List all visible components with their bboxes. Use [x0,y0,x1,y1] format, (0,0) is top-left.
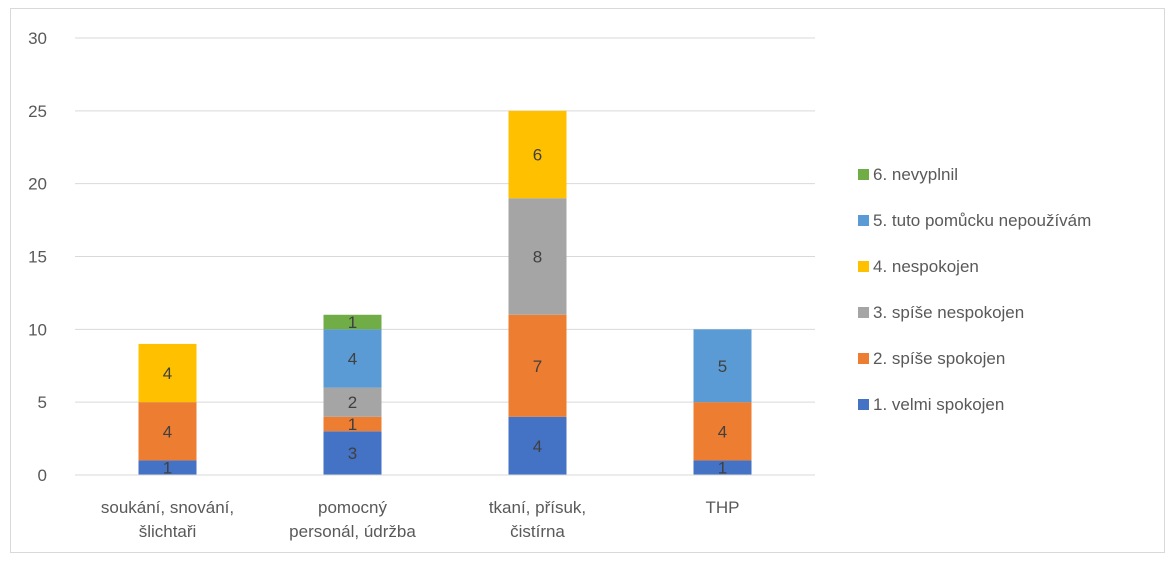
bar-segment [508,110,567,199]
legend-label: 6. nevyplnil [873,165,958,184]
x-category-label: čistírna [510,522,565,541]
bar-segment [693,402,752,461]
x-category-label: soukání, snování, [101,498,234,517]
legend-swatch [858,399,869,410]
y-tick-label: 25 [28,102,47,121]
bar-segment [138,402,197,461]
x-category-label: THP [706,498,740,517]
data-label: 6 [533,146,542,165]
data-label: 1 [348,313,357,332]
data-label: 1 [718,459,727,478]
x-category-label: pomocný [318,498,387,517]
bar-segment [323,314,382,330]
bar-segment [508,416,567,475]
data-label: 2 [348,393,357,412]
bar-segment [323,387,382,417]
legend-label: 4. nespokojen [873,257,979,276]
y-tick-label: 5 [38,393,47,412]
x-category-label: personál, údržba [289,522,416,541]
data-label: 3 [348,444,357,463]
legend-label: 3. spíše nespokojen [873,303,1024,322]
y-tick-label: 15 [28,248,47,267]
bar-segment [323,416,382,432]
data-label: 1 [348,415,357,434]
data-label: 1 [163,459,172,478]
data-label: 8 [533,248,542,267]
legend-label: 1. velmi spokojen [873,395,1004,414]
data-label: 4 [533,437,542,456]
x-category-label: tkaní, přísuk, [489,498,586,517]
x-axis: soukání, snování, šlichtaři pomocný personá… [75,474,815,541]
bar-segment [138,343,197,403]
legend-label: 5. tuto pomůcku nepoužívám [873,211,1091,230]
bar-segment [508,198,567,315]
data-label: 5 [718,357,727,376]
bar-segment [693,460,752,475]
y-tick-label: 30 [28,29,47,48]
data-label: 7 [533,357,542,376]
data-label: 4 [718,422,727,441]
x-category-label: šlichtaři [139,522,197,541]
data-label: 4 [163,364,172,383]
bar-segment [138,460,197,475]
legend-swatch [858,169,869,180]
y-axis: 0 5 10 15 20 25 30 [28,29,47,485]
y-tick-label: 10 [28,320,47,339]
y-tick-label: 0 [38,466,47,485]
legend-label: 2. spíše spokojen [873,349,1005,368]
bar-segment [693,329,752,403]
data-label: 4 [163,422,172,441]
legend-swatch [858,353,869,364]
legend-swatch [858,307,869,318]
chart-frame [10,8,1165,553]
legend-swatch [858,215,869,226]
bar-segment [323,329,382,388]
bars: 1 4 4 3 1 2 4 1 4 7 8 6 1 4 5 [138,110,752,478]
bar-segment [323,431,382,475]
bar-segment [508,314,567,417]
y-tick-label: 20 [28,175,47,194]
data-label: 4 [348,349,357,368]
legend-swatch [858,261,869,272]
legend: 6. nevyplnil 5. tuto pomůcku nepoužívám 4.… [858,165,1091,414]
